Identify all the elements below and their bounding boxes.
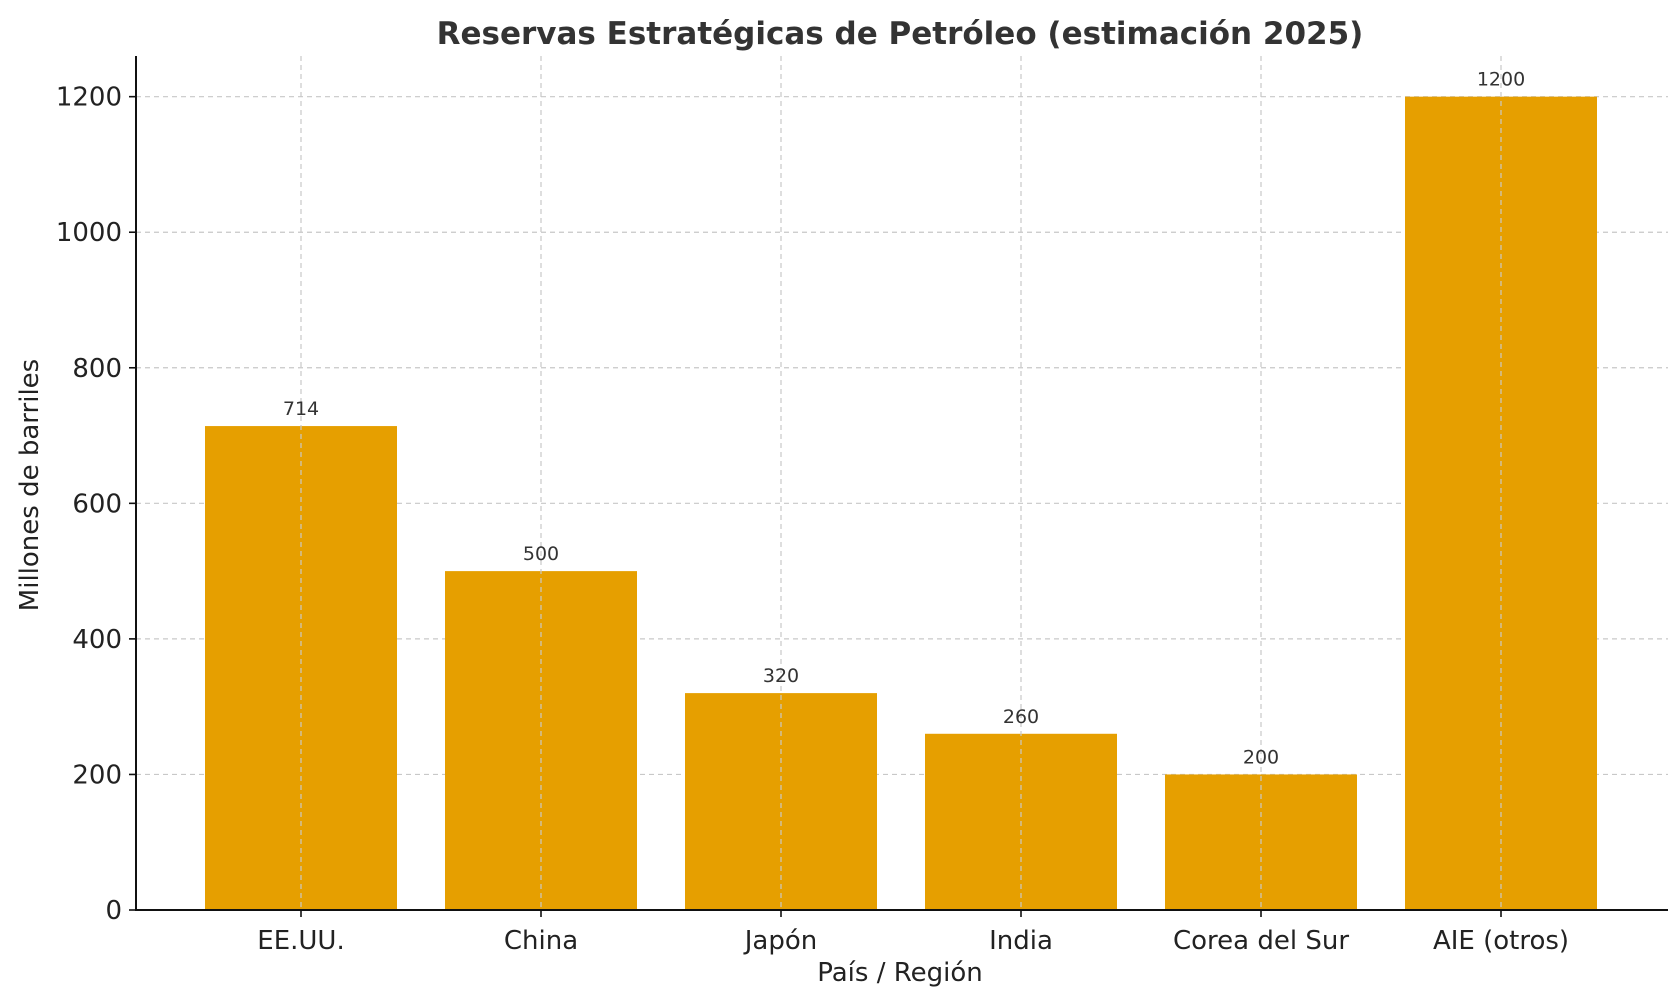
x-tick-label: China — [504, 926, 578, 956]
ticks-layer: 0 200 400 600 800 1000 1200 EE.UU. China Japón Ind… — [56, 83, 1569, 956]
x-tick-label: AIE (otros) — [1433, 926, 1569, 956]
axes-layer — [135, 56, 1668, 911]
data-label: 200 — [1243, 746, 1279, 768]
chart-title: Reservas Estratégicas de Petróleo (estim… — [437, 16, 1364, 52]
y-tick-label: 800 — [72, 354, 122, 384]
y-tick-label: 200 — [72, 760, 122, 790]
bar — [685, 693, 877, 910]
x-tick-label: Japón — [743, 926, 818, 956]
bar — [1405, 96, 1597, 910]
data-label: 714 — [283, 398, 319, 420]
y-axis-label: Millones de barriles — [15, 359, 45, 611]
data-label: 500 — [523, 543, 559, 565]
data-label: 1200 — [1477, 69, 1525, 91]
y-tick-label: 1200 — [56, 83, 122, 113]
x-tick-label: India — [989, 926, 1053, 956]
data-label: 320 — [763, 665, 799, 687]
x-tick-label: Corea del Sur — [1173, 926, 1349, 956]
vertical-grid-layer — [300, 56, 1502, 910]
y-tick-label: 600 — [72, 489, 122, 519]
y-tick-label: 1000 — [56, 218, 122, 248]
x-tick-label: EE.UU. — [257, 926, 344, 956]
bars-layer — [205, 96, 1597, 910]
data-labels-layer: 714 500 320 260 200 1200 — [283, 69, 1525, 769]
x-axis-label: País / Región — [817, 958, 983, 988]
data-label: 260 — [1003, 706, 1039, 728]
y-tick-label: 400 — [72, 625, 122, 655]
y-tick-label: 0 — [105, 896, 122, 926]
